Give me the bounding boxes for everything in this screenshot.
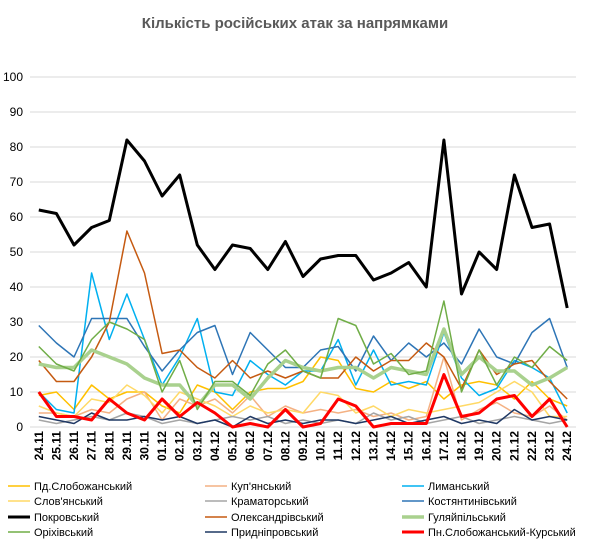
x-tick-label: 18.12 [455,431,469,461]
y-tick-label: 60 [10,210,24,224]
x-tick-label: 11.12 [331,431,345,461]
x-tick-label: 17.12 [437,431,451,461]
x-tick-label: 30.11 [137,431,151,461]
legend-label: Пд.Слобожанський [34,481,132,493]
x-tick-label: 19.12 [472,431,486,461]
x-tick-label: 02.12 [173,431,187,461]
x-tick-label: 01.12 [155,431,169,461]
x-tick-label: 03.12 [190,431,204,461]
x-tick-label: 21.12 [507,431,521,461]
legend: Пд.Слобожанський Куп'янський Лиманський Сло… [8,481,576,539]
legend-label: Олександрівський [231,512,324,524]
series-line-9 [38,300,568,411]
x-tick-label: 08.12 [278,431,292,461]
x-axis-ticks: 24.11 25.11 26.11 27.11 28.11 29.11 30.11 01.12… [32,431,574,461]
x-tick-label: 05.12 [226,431,240,461]
y-tick-label: 20 [10,350,24,364]
y-tick-label: 90 [10,105,24,119]
gridlines [30,76,576,428]
series-line-8 [38,327,569,408]
series-line-11 [37,373,569,429]
x-tick-label: 29.11 [120,431,134,461]
x-tick-label: 09.12 [296,431,310,461]
series-line-0 [38,356,568,414]
legend-label: Пн.Слобожанський-Курський [428,527,576,539]
legend-label: Краматорський [231,496,309,508]
x-tick-label: 25.11 [49,431,63,461]
x-tick-label: 24.12 [560,431,574,461]
x-tick-label: 12.12 [349,431,363,461]
y-tick-label: 30 [10,315,24,329]
y-tick-label: 100 [3,70,23,84]
legend-label: Куп'янський [231,481,291,493]
x-tick-label: 15.12 [402,431,416,461]
x-tick-label: 10.12 [314,431,328,461]
chart-title: Кількість російських атак за напрямками [142,15,448,32]
legend-label: Придніпровський [231,527,318,539]
y-axis-ticks: 0 10 20 30 40 50 60 70 80 90 100 [3,70,23,434]
series-line-6 [38,138,569,309]
y-tick-label: 0 [16,420,23,434]
y-tick-label: 80 [10,140,24,154]
legend-label: Гуляйпільський [428,512,506,524]
legend-label: Оріхівський [34,527,93,539]
x-tick-label: 26.11 [67,431,81,461]
legend-label: Покровський [34,512,99,524]
legend-label: Костянтинівський [428,496,517,508]
x-tick-label: 14.12 [384,431,398,461]
y-tick-label: 70 [10,175,24,189]
x-tick-label: 04.12 [208,431,222,461]
y-tick-label: 50 [10,245,24,259]
legend-label: Слов'янський [34,496,103,508]
x-tick-label: 23.12 [543,431,557,461]
x-tick-label: 24.11 [32,431,46,461]
y-tick-label: 10 [10,385,24,399]
x-tick-label: 07.12 [261,431,275,461]
series-line-10 [38,408,568,428]
legend-label: Лиманський [428,481,489,493]
series-lines [37,138,569,429]
x-tick-label: 06.12 [243,431,257,461]
x-tick-label: 28.11 [102,431,116,461]
series-line-3 [38,380,568,418]
x-tick-label: 27.11 [85,431,99,461]
x-tick-label: 16.12 [419,431,433,461]
x-tick-label: 20.12 [490,431,504,461]
x-tick-label: 22.12 [525,431,539,461]
y-tick-label: 40 [10,280,24,294]
x-tick-label: 13.12 [366,431,380,461]
